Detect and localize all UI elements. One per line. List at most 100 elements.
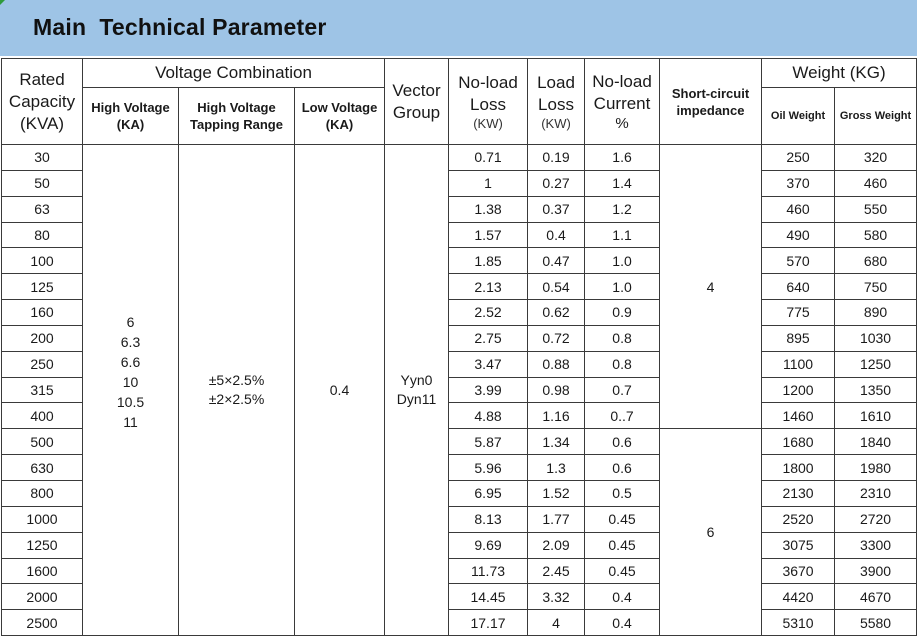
cell-capacity: 400 [1,402,83,430]
high-voltage-value: 6.3 [120,334,141,351]
high-voltage-value: 11 [123,414,138,431]
cell-load-loss: 3.32 [527,583,586,611]
vector-value: Yyn0 [400,372,433,389]
cell-no-load-current: 1.0 [584,247,661,275]
cell-oil-weight: 3670 [761,557,836,585]
cell-no-load-current: 1.6 [584,144,661,171]
cell-no-load-loss: 1 [448,169,529,197]
table-row: 1000 8.13 1.77 0.45 2520 2720 [1,505,917,533]
cell-no-load-current: 1.1 [584,221,661,249]
table-row: 630 5.96 1.3 0.6 1800 1980 [1,454,917,481]
cell-load-loss: 1.16 [527,402,586,430]
cell-load-loss: 0.54 [527,273,586,301]
cell-no-load-loss: 3.47 [448,350,529,378]
cell-load-loss: 2.45 [527,557,586,585]
cell-oil-weight: 460 [761,195,836,223]
cell-oil-weight: 570 [761,247,836,275]
cell-load-loss: 0.62 [527,299,586,326]
cell-no-load-current: 0.7 [584,376,661,404]
cell-gross-weight: 2720 [834,505,917,533]
merged-impedance-1: 4 [659,143,763,430]
cell-gross-weight: 460 [834,169,917,197]
cell-no-load-loss: 3.99 [448,376,529,404]
corner-mark [0,0,5,5]
cell-capacity: 800 [1,479,83,507]
cell-oil-weight: 2130 [761,479,836,507]
cell-no-load-loss: 2.75 [448,324,529,352]
cell-no-load-loss: 9.69 [448,531,529,559]
cell-capacity: 63 [1,195,83,223]
cell-load-loss: 1.3 [527,454,586,481]
header-short-circuit-impedance: Short-circuit impedance [659,58,763,145]
cell-load-loss: 0.88 [527,350,586,378]
cell-gross-weight: 1840 [834,428,917,456]
cell-no-load-current: 0.45 [584,531,661,559]
cell-capacity: 250 [1,350,83,378]
cell-oil-weight: 895 [761,324,836,352]
cell-no-load-loss: 2.13 [448,273,529,301]
cell-capacity: 500 [1,428,83,456]
cell-no-load-loss: 1.38 [448,195,529,223]
cell-no-load-loss: 1.85 [448,247,529,275]
cell-load-loss: 2.09 [527,531,586,559]
cell-no-load-loss: 2.52 [448,299,529,326]
cell-no-load-loss: 11.73 [448,557,529,585]
cell-oil-weight: 3075 [761,531,836,559]
cell-oil-weight: 5310 [761,609,836,637]
tapping-value: ±2×2.5% [208,391,265,408]
cell-no-load-current: 0.6 [584,454,661,481]
cell-no-load-loss: 0.71 [448,144,529,171]
cell-gross-weight: 750 [834,273,917,301]
cell-no-load-current: 0.6 [584,428,661,456]
vector-value: Dyn11 [396,391,437,408]
table-row: 200 2.75 0.72 0.8 895 1030 [1,324,917,352]
cell-gross-weight: 1250 [834,350,917,378]
cell-no-load-current: 0.4 [584,583,661,611]
cell-capacity: 50 [1,169,83,197]
cell-oil-weight: 2520 [761,505,836,533]
cell-oil-weight: 4420 [761,583,836,611]
cell-no-load-current: 0.9 [584,299,661,326]
table-body: 30 6 6.3 6.6 10 10.5 11 ±5×2.5% ±2×2.5% 0.4 Yyn0 Dy… [1,143,917,637]
cell-gross-weight: 2310 [834,479,917,507]
cell-oil-weight: 1800 [761,454,836,481]
cell-no-load-loss: 1.57 [448,221,529,249]
cell-oil-weight: 1680 [761,428,836,456]
cell-load-loss: 1.77 [527,505,586,533]
title-banner: Main Technical Parameter [0,0,917,56]
header-load-loss: Load Loss (KW) [527,58,586,145]
cell-capacity: 315 [1,376,83,404]
cell-load-loss: 0.37 [527,195,586,223]
cell-no-load-current: 0.5 [584,479,661,507]
cell-gross-weight: 680 [834,247,917,275]
cell-no-load-loss: 5.96 [448,454,529,481]
cell-gross-weight: 1610 [834,402,917,430]
cell-capacity: 2000 [1,583,83,611]
cell-capacity: 200 [1,324,83,352]
header-vector-group: Vector Group [384,58,450,145]
cell-load-loss: 4 [527,609,586,637]
cell-load-loss: 0.19 [527,144,586,171]
cell-capacity: 1000 [1,505,83,533]
parameter-table: Rated Capacity (KVA) Voltage Combination… [1,58,917,637]
cell-gross-weight: 1980 [834,454,917,481]
cell-capacity: 1250 [1,531,83,559]
cell-capacity: 125 [1,273,83,301]
header-high-voltage: High Voltage (KA) [82,87,179,145]
cell-no-load-current: 1.4 [584,169,661,197]
cell-no-load-current: 0.8 [584,324,661,352]
cell-gross-weight: 580 [834,221,917,249]
cell-no-load-current: 0.45 [584,557,661,585]
header-voltage-combination: Voltage Combination [81,58,386,88]
cell-capacity: 2500 [1,609,83,637]
cell-capacity: 160 [1,299,83,326]
cell-no-load-current: 0.8 [584,350,661,378]
header-gross-weight: Gross Weight [834,87,917,145]
header-high-voltage-tapping-range: High Voltage Tapping Range [178,87,295,145]
cell-gross-weight: 890 [834,299,917,326]
cell-capacity: 1600 [1,557,83,585]
table-row: 2000 14.45 3.32 0.4 4420 4670 [1,583,917,611]
cell-no-load-current: 1.0 [584,273,661,301]
cell-gross-weight: 1350 [834,376,917,404]
cell-no-load-loss: 17.17 [448,609,529,637]
